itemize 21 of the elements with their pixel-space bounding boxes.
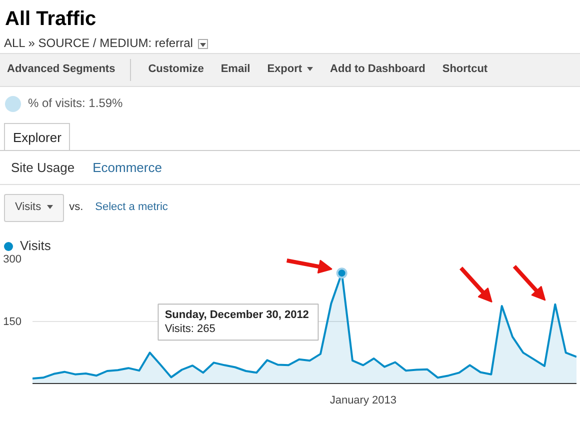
chart-subtitle: ALL » SOURCE / MEDIUM: referral: [4, 35, 193, 52]
text: Site Usage: [11, 159, 75, 177]
y-tick-label: 150: [3, 316, 22, 328]
text: Add to Dashboard: [330, 62, 426, 78]
legend-label: Visits: [20, 237, 51, 254]
text: % of visits: 1.59%: [28, 95, 123, 112]
annotation: Visits: 265: [164, 323, 216, 336]
x-tick-label: January 2013: [330, 394, 397, 406]
text: vs.: [69, 200, 84, 216]
y-tick-label: 300: [3, 254, 22, 266]
text: Visits: [4, 194, 64, 222]
text: Advanced Segments: [7, 62, 116, 78]
text: Export: [267, 62, 304, 78]
chart-title: All Traffic: [5, 7, 96, 32]
annotation: Sunday, December 30, 2012: [164, 309, 309, 322]
text: Ecommerce: [92, 159, 162, 177]
text: Explorer: [4, 123, 70, 150]
text: Email: [220, 62, 250, 78]
text: Select a metric: [95, 200, 168, 216]
text: Customize: [148, 62, 204, 78]
text: Shortcut: [442, 62, 488, 78]
